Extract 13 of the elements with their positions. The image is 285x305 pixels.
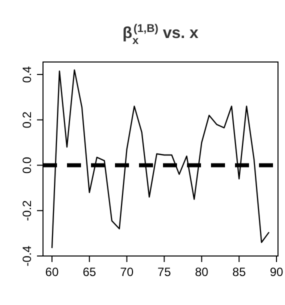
y-tick-label: -0.2 [20,200,34,221]
x-tick-label: 75 [158,265,172,279]
x-tick-label: 60 [45,265,59,279]
x-tick-label: 80 [194,265,209,279]
x-tick-label: 70 [120,265,134,279]
y-tick-label: -0.4 [20,245,34,266]
y-tick-label: 0.0 [20,156,34,174]
y-tick-label: 0.2 [20,111,34,128]
x-tick-label: 85 [232,265,246,279]
x-tick-label: 90 [270,265,284,279]
y-tick-label: 0.4 [20,66,34,83]
x-tick-label: 65 [82,265,96,279]
chart-title: β$_{x}$$^{(1,B)}$ vs. x [122,23,199,47]
